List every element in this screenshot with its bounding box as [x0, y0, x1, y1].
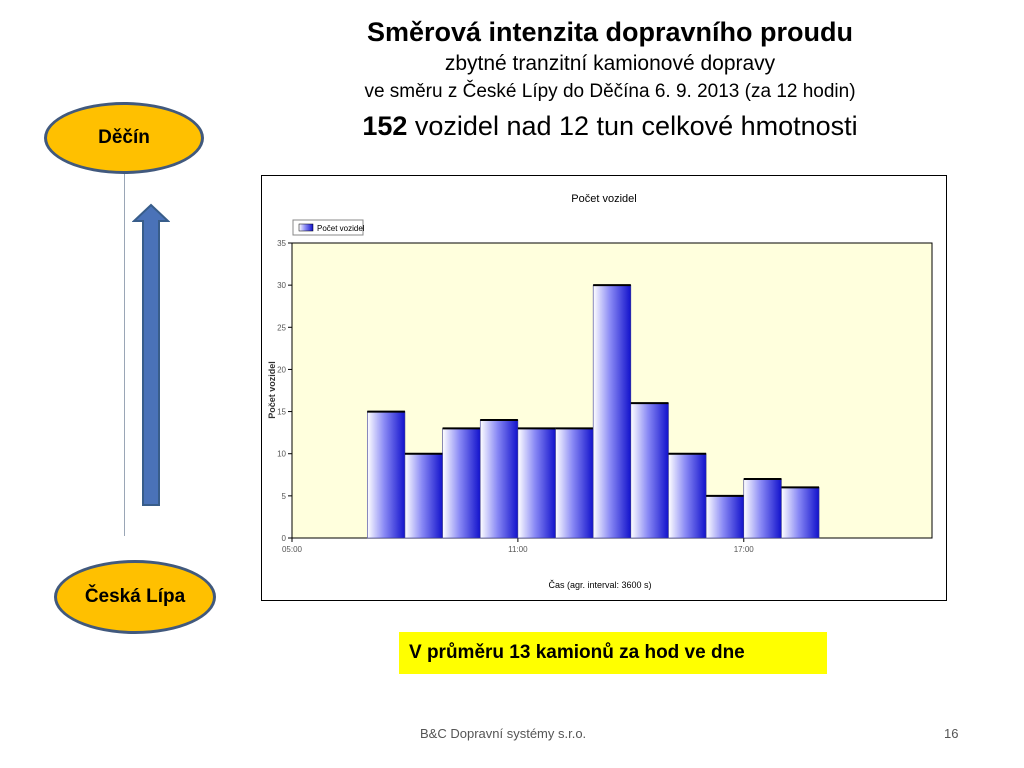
page-number: 16	[944, 726, 959, 741]
y-tick-label: 35	[277, 239, 286, 248]
bar	[668, 453, 707, 539]
x-tick-label: 17:00	[734, 545, 755, 554]
x-tick-label: 05:00	[282, 545, 303, 554]
bar	[555, 428, 594, 539]
route-line	[124, 174, 125, 536]
y-tick-label: 20	[277, 365, 286, 374]
bar	[592, 284, 632, 539]
city-decin-label: Děčín	[98, 127, 150, 148]
total-count: 152	[362, 111, 408, 141]
summary-text: V průměru 13 kamionů za hod ve dne	[409, 642, 745, 663]
legend: Počet vozidel	[292, 219, 365, 236]
title-block: Směrová intenzita dopravního proudu zbyt…	[260, 14, 960, 146]
chart-title: Počet vozidel	[571, 193, 636, 205]
summary-box: V průměru 13 kamionů za hod ve dne	[399, 632, 827, 674]
chart-frame: Počet vozidel Počet vozidel Počet vozide…	[261, 175, 947, 601]
bar-chart: Počet vozidel Počet vozidel Počet vozide…	[267, 193, 933, 590]
y-tick-label: 0	[282, 534, 287, 543]
bar	[743, 478, 782, 539]
y-tick-label: 25	[277, 323, 286, 332]
direction-arrow-icon	[132, 203, 170, 506]
bar	[404, 453, 443, 539]
bar	[705, 495, 745, 539]
bars	[366, 284, 820, 539]
y-tick-label: 15	[277, 408, 286, 417]
x-tick-label: 11:00	[508, 545, 528, 554]
city-ceska-lipa-label: Česká Lípa	[84, 586, 186, 607]
page-date-line: ve směru z České Lípy do Děčína 6. 9. 20…	[364, 81, 856, 102]
bar	[630, 402, 669, 539]
page-subtitle: zbytné tranzitní kamionové dopravy	[444, 52, 776, 75]
x-axis-label: Čas (agr. interval: 3600 s)	[548, 580, 651, 590]
bar	[517, 428, 556, 539]
x-axis-ticks: 05:00 11:00 17:00	[282, 538, 754, 554]
bar	[479, 419, 519, 539]
bar	[781, 487, 820, 539]
y-axis-label: Počet vozidel	[267, 361, 277, 419]
bar	[442, 428, 481, 539]
page-total-line: 152 vozidel nad 12 tun celkové hmotnosti	[260, 106, 960, 146]
bar	[366, 411, 406, 539]
y-tick-label: 5	[282, 492, 287, 501]
y-tick-label: 30	[277, 281, 286, 290]
y-tick-label: 10	[277, 450, 286, 459]
city-decin: Děčín	[44, 102, 204, 174]
city-ceska-lipa: Česká Lípa	[54, 560, 216, 634]
total-text: vozidel nad 12 tun celkové hmotnosti	[407, 111, 858, 141]
legend-label: Počet vozidel	[317, 224, 365, 233]
y-axis-ticks: 0 5 10 15 20 25 30 35	[277, 239, 292, 543]
legend-swatch	[298, 223, 314, 232]
page-title: Směrová intenzita dopravního proudu	[366, 17, 854, 47]
footer-company: B&C Dopravní systémy s.r.o.	[420, 726, 587, 741]
